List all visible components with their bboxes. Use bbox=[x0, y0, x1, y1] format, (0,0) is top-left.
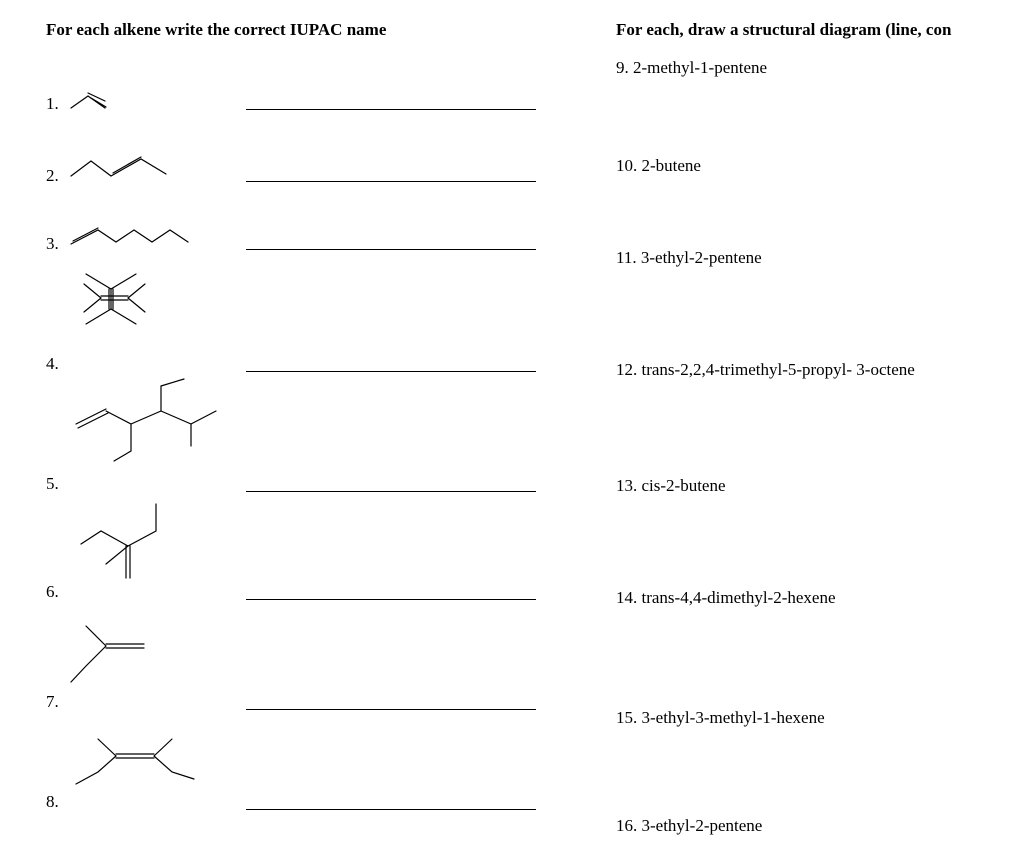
row-7: 7. bbox=[46, 604, 616, 714]
right-item-14: 14. trans-4,4-dimethyl-2-hexene bbox=[616, 588, 1024, 608]
structure-3 bbox=[66, 218, 246, 254]
right-item-11: 11. 3-ethyl-2-pentene bbox=[616, 248, 1024, 268]
row-8: 8. bbox=[46, 714, 616, 814]
row-5: 5. bbox=[46, 376, 616, 496]
item-number: 8. bbox=[46, 792, 66, 812]
item-number: 1. bbox=[46, 94, 66, 114]
structure-7 bbox=[66, 604, 246, 689]
structure-4 bbox=[66, 254, 246, 334]
row-3: 3. bbox=[46, 186, 616, 254]
right-item-10: 10. 2-butene bbox=[616, 156, 1024, 176]
answer-blank[interactable] bbox=[246, 809, 536, 810]
structure-8 bbox=[66, 714, 246, 794]
item-number: 7. bbox=[46, 692, 66, 712]
structure-2 bbox=[66, 146, 246, 186]
row-2: 2. bbox=[46, 114, 616, 186]
structure-6 bbox=[66, 496, 246, 586]
item-number: 5. bbox=[46, 474, 66, 494]
row-1: 1. bbox=[46, 58, 616, 114]
left-column: For each alkene write the correct IUPAC … bbox=[46, 20, 616, 836]
answer-blank[interactable] bbox=[246, 109, 536, 110]
answer-blank[interactable] bbox=[246, 709, 536, 710]
structure-5 bbox=[66, 376, 246, 466]
item-number: 2. bbox=[46, 166, 66, 186]
answer-blank[interactable] bbox=[246, 249, 536, 250]
row-4: 4. bbox=[46, 254, 616, 376]
item-number: 4. bbox=[46, 354, 66, 374]
answer-blank[interactable] bbox=[246, 181, 536, 182]
right-column: For each, draw a structural diagram (lin… bbox=[616, 20, 1024, 836]
right-item-12: 12. trans-2,2,4-trimethyl-5-propyl- 3-oc… bbox=[616, 360, 1024, 380]
answer-blank[interactable] bbox=[246, 491, 536, 492]
row-6: 6. bbox=[46, 496, 616, 604]
right-item-15: 15. 3-ethyl-3-methyl-1-hexene bbox=[616, 708, 1024, 728]
answer-blank[interactable] bbox=[246, 599, 536, 600]
item-number: 3. bbox=[46, 234, 66, 254]
left-heading: For each alkene write the correct IUPAC … bbox=[46, 20, 616, 40]
right-item-16: 16. 3-ethyl-2-pentene bbox=[616, 816, 1024, 836]
right-heading: For each, draw a structural diagram (lin… bbox=[616, 20, 1024, 40]
item-number: 6. bbox=[46, 582, 66, 602]
right-item-13: 13. cis-2-butene bbox=[616, 476, 1024, 496]
structure-1 bbox=[66, 84, 246, 114]
right-item-9: 9. 2-methyl-1-pentene bbox=[616, 58, 1024, 78]
answer-blank[interactable] bbox=[246, 371, 536, 372]
